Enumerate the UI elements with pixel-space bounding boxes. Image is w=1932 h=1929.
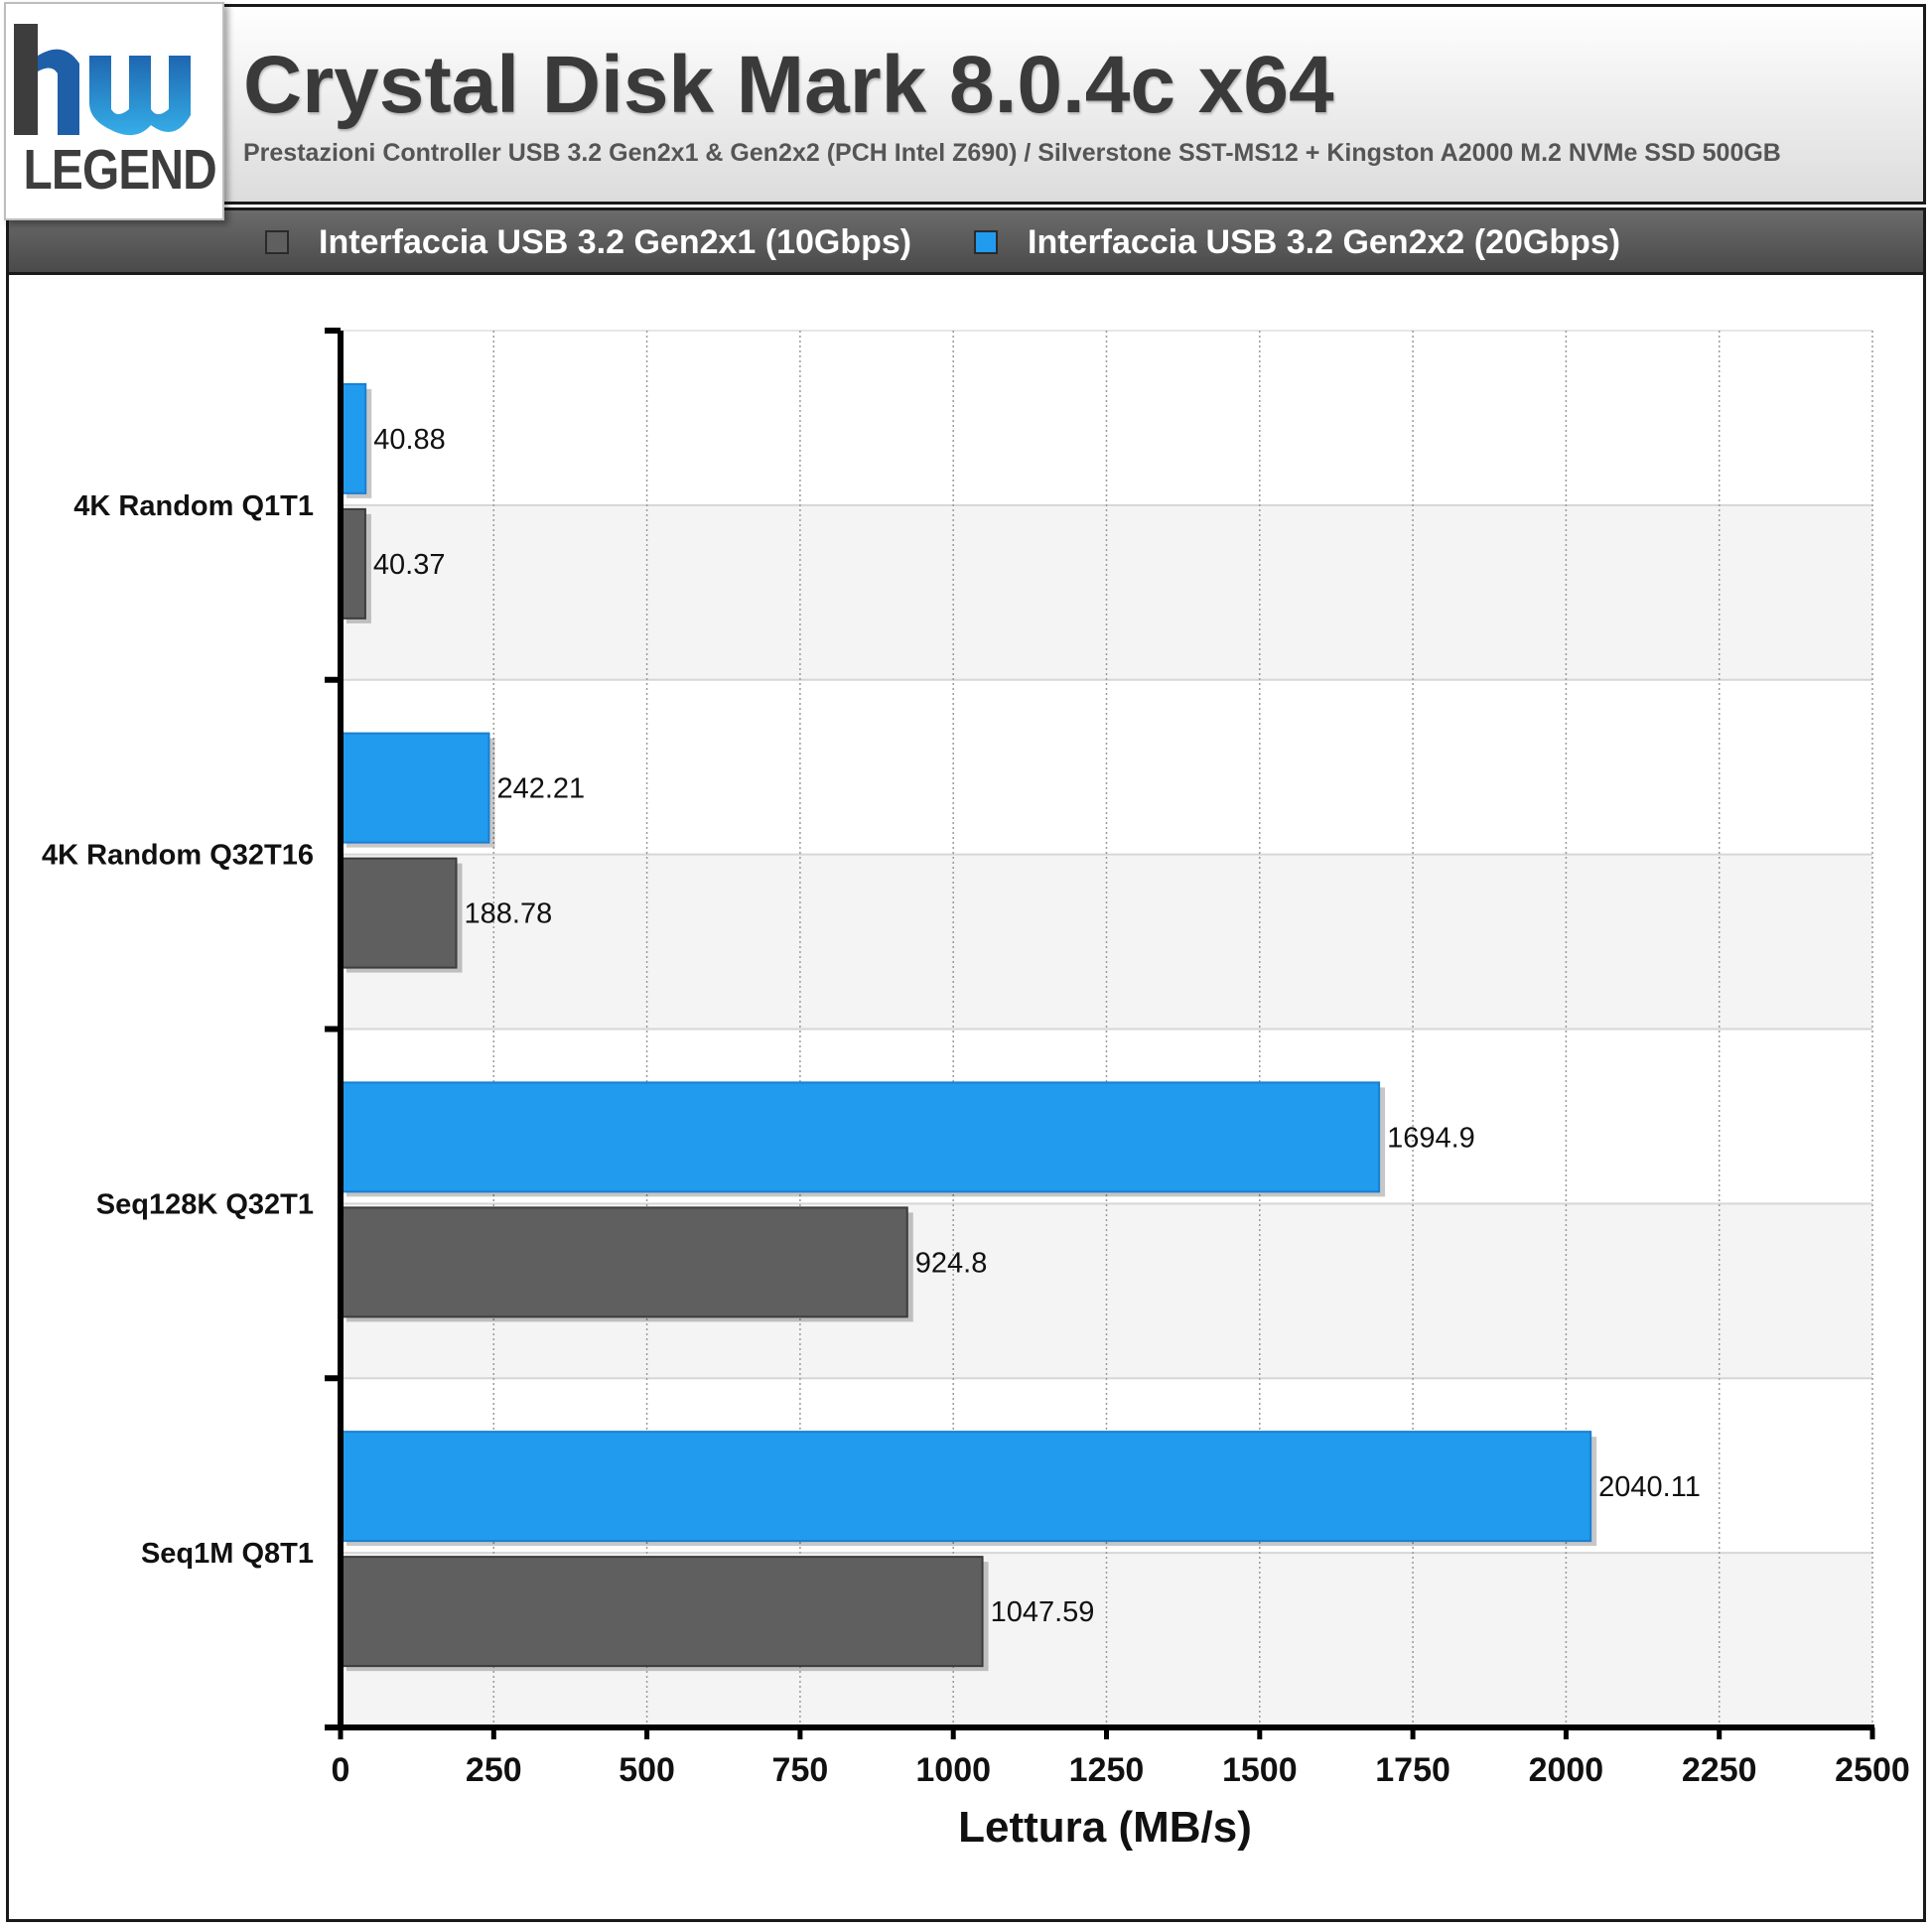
x-tick-label-10: 2500 bbox=[1835, 1751, 1910, 1789]
legend-label-gen2x2: Interfaccia USB 3.2 Gen2x2 (20Gbps) bbox=[1028, 222, 1621, 261]
chart-header: Crystal Disk Mark 8.0.4c x64 Prestazioni… bbox=[6, 4, 1926, 205]
x-tick-label-1: 250 bbox=[466, 1751, 522, 1789]
x-tick-label-9: 2250 bbox=[1682, 1751, 1757, 1789]
x-tick-label-8: 2000 bbox=[1529, 1751, 1604, 1789]
category-label-2: Seq128K Q32T1 bbox=[96, 1188, 314, 1220]
value-label-gen2x1-0: 40.37 bbox=[373, 549, 446, 581]
logo-text: LEGEND bbox=[23, 138, 216, 202]
axes bbox=[325, 328, 1875, 1739]
hw-logo-icon bbox=[14, 24, 191, 136]
bar-gen2x1-1 bbox=[340, 857, 458, 969]
x-tick-label-3: 750 bbox=[772, 1751, 829, 1789]
value-label-gen2x1-1: 188.78 bbox=[465, 898, 553, 930]
bar-gen2x2-1 bbox=[340, 732, 490, 844]
x-tick-label-4: 1000 bbox=[915, 1751, 991, 1789]
labels: 0 250 500 750 1000 1250 1500 1750 2000 2250 2500 40… bbox=[42, 424, 1910, 1789]
x-tick-label-6: 1500 bbox=[1222, 1751, 1298, 1789]
value-label-gen2x1-2: 924.8 bbox=[915, 1247, 988, 1279]
x-tick-label-2: 500 bbox=[619, 1751, 675, 1789]
x-axis-title: Lettura (MB/s) bbox=[958, 1803, 1252, 1852]
value-label-gen2x2-1: 242.21 bbox=[496, 773, 585, 805]
legend: Interfaccia USB 3.2 Gen2x1 (10Gbps) Inte… bbox=[6, 207, 1926, 275]
x-tick-label-5: 1250 bbox=[1069, 1751, 1145, 1789]
category-label-1: 4K Random Q32T16 bbox=[42, 840, 314, 872]
legend-label-gen2x1: Interfaccia USB 3.2 Gen2x1 (10Gbps) bbox=[319, 222, 912, 261]
bar-gen2x1-0 bbox=[340, 507, 366, 620]
bar-gen2x2-3 bbox=[340, 1431, 1592, 1543]
bar-gen2x1-3 bbox=[340, 1556, 984, 1668]
bars bbox=[340, 382, 1597, 1672]
value-label-gen2x2-2: 1694.9 bbox=[1387, 1122, 1475, 1154]
value-label-gen2x2-0: 40.88 bbox=[373, 424, 446, 456]
legend-swatch-gen2x1 bbox=[265, 230, 289, 254]
legend-item-gen2x2: Interfaccia USB 3.2 Gen2x2 (20Gbps) bbox=[974, 222, 1621, 261]
hwlegend-logo: LEGEND bbox=[4, 2, 224, 220]
chart-title: Crystal Disk Mark 8.0.4c x64 bbox=[243, 40, 1334, 130]
chart-subtitle: Prestazioni Controller USB 3.2 Gen2x1 & … bbox=[243, 139, 1781, 167]
bar-gen2x2-2 bbox=[340, 1081, 1381, 1193]
x-tick-label-7: 1750 bbox=[1375, 1751, 1450, 1789]
plot-border bbox=[6, 274, 1926, 1922]
category-label-3: Seq1M Q8T1 bbox=[141, 1538, 314, 1570]
category-label-0: 4K Random Q1T1 bbox=[73, 490, 314, 522]
legend-item-gen2x1: Interfaccia USB 3.2 Gen2x1 (10Gbps) bbox=[265, 222, 912, 261]
bar-gen2x2-0 bbox=[340, 382, 367, 494]
value-label-gen2x1-3: 1047.59 bbox=[991, 1596, 1095, 1628]
bar-gen2x1-2 bbox=[340, 1206, 908, 1318]
value-label-gen2x2-3: 2040.11 bbox=[1598, 1471, 1701, 1503]
legend-swatch-gen2x2 bbox=[974, 230, 998, 254]
x-tick-label-0: 0 bbox=[332, 1751, 350, 1789]
